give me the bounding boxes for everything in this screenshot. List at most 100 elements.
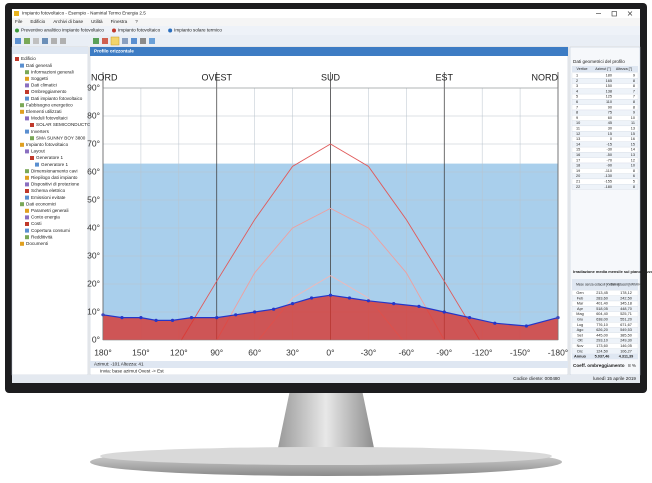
tab[interactable]: Impianto fotovoltaico [118,28,161,33]
toolbar-icons [15,36,155,46]
tab[interactable]: Impianto solare termico [174,28,222,33]
tree-item[interactable]: Fabbisogno energetico [26,102,73,107]
y-tick-label: 80° [87,110,100,120]
tool-icon[interactable] [110,36,120,46]
tree-item[interactable]: Dispositivi di protezione [31,182,80,187]
vertex-point[interactable] [392,302,396,306]
tree-item[interactable]: Costi [31,221,41,226]
tree-icon [15,57,19,61]
tree-icon [25,228,29,233]
menu-item[interactable]: Archivi di base [53,19,83,24]
menu-item[interactable]: Finestra [111,19,128,24]
tree-item[interactable]: Parametri generali [31,208,69,213]
tree-icon [20,109,24,114]
vertex-point[interactable] [139,316,143,320]
tree-item[interactable]: Redditività [31,234,53,239]
tree-item[interactable]: Schema elettrico [31,188,66,193]
tool-icon[interactable] [149,38,155,44]
vertex-point[interactable] [328,293,333,297]
tree-item[interactable]: Ombreggiamento [31,89,67,94]
tree-item[interactable]: Layout [31,149,46,154]
tab[interactable]: Preventivo analitico impianto fotovoltai… [21,28,104,33]
table-row [571,115,639,121]
tree-item[interactable]: Impianto fotovoltaico [26,142,69,147]
tree-item[interactable]: SMA SUNNY BOY 3800 [36,135,86,140]
tool-icon[interactable] [131,38,137,44]
vertex-point[interactable] [493,321,497,325]
vertex-point[interactable] [272,307,276,311]
vertex-point[interactable] [442,310,446,314]
tool-icon[interactable] [93,38,99,44]
vertex-point[interactable] [347,296,352,300]
column-header: con ostacoli [kWh/m²] [611,282,642,286]
irradiation-cell: Lug [577,323,583,327]
tree-item[interactable]: Copertura consumi [31,228,70,233]
close-button[interactable] [627,11,633,16]
tree-item[interactable]: Dimensionamento cavi [31,168,77,173]
irradiation-cell: 549,53 [620,328,632,332]
vertex-point[interactable] [215,316,219,320]
x-tick-label: 180° [94,347,112,357]
vertex-point[interactable] [154,318,158,322]
tool-icon[interactable] [122,38,128,44]
altitude-cell: 15 [631,132,635,136]
tree-item[interactable]: Elementi utilizzati [26,109,62,114]
tree-item[interactable]: Moduli fotovoltaici [31,116,68,121]
tree-item[interactable]: Generatore 1 [36,155,64,160]
altitude-cell: 8 [633,185,635,189]
tool-icon[interactable] [24,38,30,44]
irradiation-cell: 638,00 [596,318,608,322]
tool-icon[interactable] [140,38,146,44]
vertex-point[interactable] [467,316,472,320]
tool-icon[interactable] [42,38,48,44]
column-header: senza ostacoli [kWh/m²] [585,282,619,286]
tree-item[interactable]: Dati impianto fotovoltaico [31,96,83,101]
tree-icon [25,90,29,94]
tree-icon [20,202,24,207]
tool-icon[interactable] [102,38,108,44]
table-row [571,152,639,158]
menu-item[interactable]: Utilità [91,19,103,24]
maximize-button[interactable] [611,11,617,17]
irradiation-cell: Apr [577,307,584,311]
tool-icon[interactable] [60,38,66,44]
irradiation-cell: 445,00 [596,333,608,337]
tree-icon [20,103,24,108]
tree-item[interactable]: Emissioni evitate [31,195,66,200]
azimuth-cell: 0 [610,137,612,141]
vertex-point[interactable] [189,316,194,320]
tree-item[interactable]: Soggetti [31,76,48,81]
tree-item[interactable]: Conto energia [31,215,60,220]
table-row [571,184,639,190]
tree-item[interactable]: Riepilogo dati impianto [31,175,78,180]
vertex-point[interactable] [309,296,314,300]
tree-item[interactable]: Dati generali [26,63,52,68]
vertex-point[interactable] [366,299,371,303]
total-cell: 4.311,39 [619,355,634,359]
vertex-point[interactable] [234,313,238,317]
tool-icon[interactable] [33,38,39,44]
vertex-number: 15 [576,148,580,152]
vertex-point[interactable] [253,310,257,314]
vertex-number: 8 [576,111,578,115]
vertex-point[interactable] [170,318,175,322]
tree-item[interactable]: Generatore 1 [41,162,69,167]
vertex-point[interactable] [417,304,421,308]
tree-item[interactable]: Documenti [26,241,48,246]
x-tick-label: 150° [132,347,150,357]
menu-item[interactable]: File [15,19,23,24]
menu-item[interactable]: ? [135,19,138,24]
tree-item[interactable]: SOLAR SEMICONDUCTOR - SI [36,122,102,127]
tree-item[interactable]: Inverters [31,129,50,134]
vertex-point[interactable] [120,316,124,320]
tree-item[interactable]: Dati economici [26,201,56,206]
tool-icon[interactable] [15,38,21,44]
menu-item[interactable]: Edificio [30,19,45,24]
tree-item[interactable]: Informazioni generali [31,69,74,74]
tree-item[interactable]: Edificio [21,56,36,61]
vertex-number: 7 [576,105,578,109]
vertex-point[interactable] [524,324,529,328]
tree-item[interactable]: Dati climatici [31,83,57,88]
tool-icon[interactable] [51,38,57,44]
vertex-point[interactable] [290,302,295,306]
